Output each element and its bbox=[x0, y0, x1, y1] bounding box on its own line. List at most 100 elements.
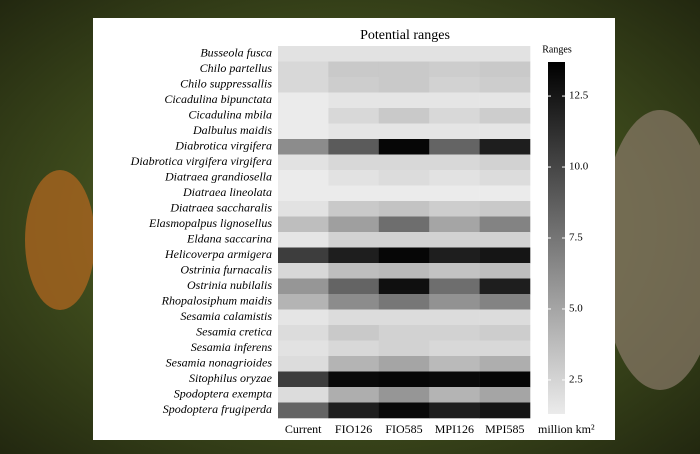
heat-cell bbox=[429, 356, 480, 372]
row-label: Cicadulina mbila bbox=[188, 108, 272, 122]
heat-cell bbox=[328, 325, 380, 341]
heat-cell bbox=[479, 371, 531, 388]
heat-cell bbox=[278, 402, 329, 419]
row-label: Sesamia nonagrioides bbox=[166, 356, 273, 370]
heat-cell bbox=[328, 371, 380, 388]
heat-cell bbox=[328, 92, 380, 109]
colorbar-title: Ranges bbox=[542, 44, 572, 55]
heat-cell bbox=[479, 247, 531, 264]
heat-cell bbox=[479, 154, 531, 171]
heat-cell bbox=[429, 123, 480, 140]
heat-cell bbox=[378, 185, 430, 202]
row-label: Spodoptera frugiperda bbox=[163, 402, 272, 416]
heat-cell bbox=[278, 340, 329, 357]
colorbar-tick-label: 7.5 bbox=[569, 232, 583, 244]
heat-cell bbox=[328, 108, 380, 124]
heat-cell bbox=[429, 170, 480, 186]
heat-cell bbox=[479, 294, 531, 310]
heat-cell bbox=[278, 185, 329, 202]
heat-cell bbox=[429, 387, 480, 403]
heat-cell bbox=[328, 201, 380, 217]
heat-cell bbox=[278, 263, 329, 279]
row-label: Spodoptera exempta bbox=[174, 387, 272, 401]
heat-cell bbox=[328, 232, 380, 248]
heat-cell bbox=[479, 61, 531, 78]
heat-cell bbox=[328, 356, 380, 372]
row-label: Cicadulina bipunctata bbox=[164, 92, 272, 106]
heat-cell bbox=[429, 278, 480, 295]
heat-cell bbox=[328, 216, 380, 233]
heat-cell bbox=[429, 402, 480, 419]
row-label: Sitophilus oryzae bbox=[189, 371, 273, 385]
heat-cell bbox=[278, 108, 329, 124]
heat-cell bbox=[378, 61, 430, 78]
heat-cell bbox=[378, 402, 430, 419]
colorbar-tick-label: 5.0 bbox=[569, 302, 583, 314]
heat-cell bbox=[479, 232, 531, 248]
heat-cell bbox=[378, 325, 430, 341]
heat-cell bbox=[429, 340, 480, 357]
heat-cell bbox=[378, 201, 430, 217]
heat-cell bbox=[479, 92, 531, 109]
row-label: Diabrotica virgifera bbox=[174, 139, 272, 153]
heat-cell bbox=[328, 294, 380, 310]
heat-cell bbox=[429, 46, 480, 62]
heat-cell bbox=[479, 185, 531, 202]
heat-cell bbox=[429, 185, 480, 202]
heat-cell bbox=[328, 278, 380, 295]
heat-cell bbox=[378, 123, 430, 140]
heat-cell bbox=[429, 371, 480, 388]
row-label: Diatraea grandiosella bbox=[164, 170, 272, 184]
heat-cell bbox=[378, 340, 430, 357]
heat-cell bbox=[278, 294, 329, 310]
heat-cell bbox=[479, 123, 531, 140]
row-label: Diatraea lineolata bbox=[182, 185, 272, 199]
heat-cell bbox=[378, 139, 430, 155]
heat-cell bbox=[378, 154, 430, 171]
heat-cell bbox=[429, 154, 480, 171]
heat-cell bbox=[328, 61, 380, 78]
row-label: Sesamia cretica bbox=[196, 325, 272, 339]
heat-cell bbox=[378, 232, 430, 248]
heat-cell bbox=[429, 77, 480, 93]
row-label: Elasmopalpus lignosellus bbox=[148, 216, 272, 230]
x-tick-label: FIO585 bbox=[385, 422, 422, 436]
heat-cell bbox=[278, 325, 329, 341]
heat-cell bbox=[479, 139, 531, 155]
heat-cell bbox=[328, 46, 380, 62]
heat-cell bbox=[278, 216, 329, 233]
x-tick-label: MPI585 bbox=[485, 422, 524, 436]
chart-title: Potential ranges bbox=[360, 28, 450, 43]
row-label: Diabrotica virgifera virgifera bbox=[130, 154, 272, 168]
heat-cell bbox=[479, 46, 531, 62]
heat-cell bbox=[479, 278, 531, 295]
heat-cell bbox=[278, 232, 329, 248]
heat-cell bbox=[378, 77, 430, 93]
colorbar-unit: million km² bbox=[538, 422, 595, 436]
heat-cell bbox=[328, 387, 380, 403]
colorbar-tick-label: 10.0 bbox=[569, 161, 589, 173]
heat-cell bbox=[378, 309, 430, 326]
heat-cell bbox=[328, 185, 380, 202]
heat-cell bbox=[328, 123, 380, 140]
heat-cell bbox=[479, 263, 531, 279]
heat-cell bbox=[429, 216, 480, 233]
heat-cell bbox=[278, 170, 329, 186]
heat-cell bbox=[378, 247, 430, 264]
heat-cell bbox=[378, 387, 430, 403]
heat-cell bbox=[328, 139, 380, 155]
heat-cell bbox=[328, 154, 380, 171]
heat-cell bbox=[479, 216, 531, 233]
heat-cell bbox=[328, 309, 380, 326]
heat-cell bbox=[278, 46, 329, 62]
x-tick-label: Current bbox=[285, 422, 322, 436]
heat-cell bbox=[429, 61, 480, 78]
heat-cell bbox=[278, 247, 329, 264]
row-label: Busseola fusca bbox=[200, 46, 272, 60]
heat-cell bbox=[278, 387, 329, 403]
row-label: Helicoverpa armigera bbox=[164, 247, 272, 261]
heat-cell bbox=[328, 263, 380, 279]
heat-cell bbox=[429, 92, 480, 109]
heat-cell bbox=[429, 139, 480, 155]
